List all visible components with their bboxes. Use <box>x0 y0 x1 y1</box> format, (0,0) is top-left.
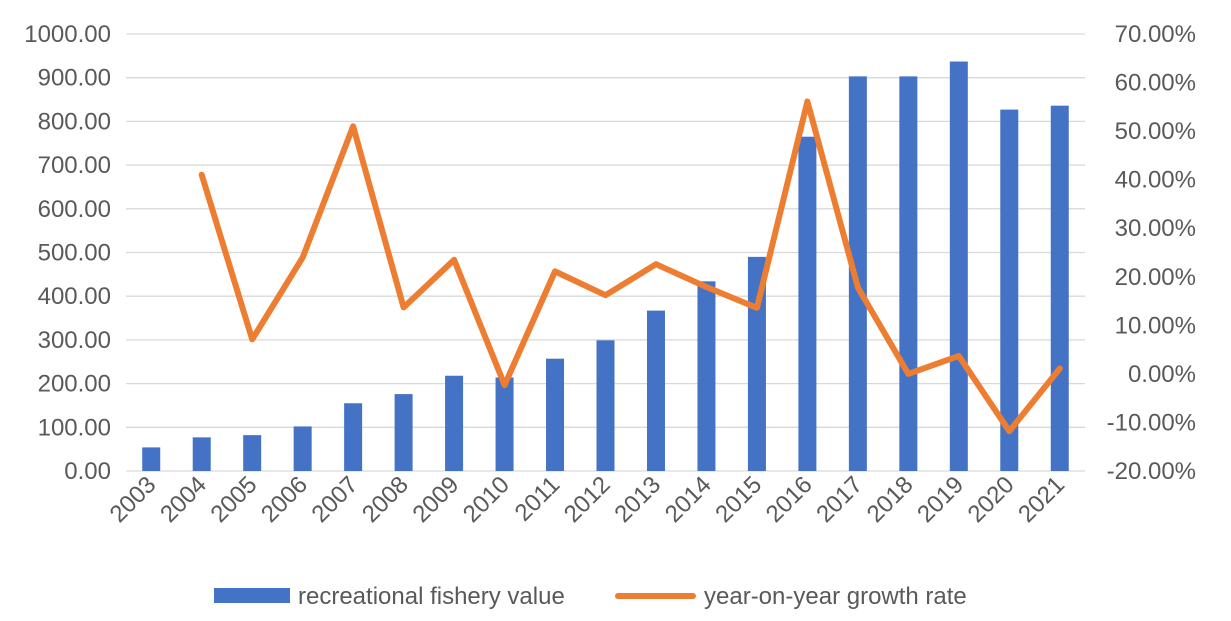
bar-2013 <box>647 311 665 471</box>
left-axis-tick-label: 0.00 <box>64 458 111 485</box>
bar-2016 <box>798 137 816 471</box>
x-axis-tick-label: 2004 <box>155 471 212 528</box>
right-axis-tick-label: -10.00% <box>1107 409 1196 436</box>
left-y-axis: 0.00 100.00 200.00 300.00 400.00 500.00 600.00… <box>24 21 111 485</box>
bar-2011 <box>546 359 564 471</box>
right-axis-tick-label: 50.00% <box>1115 118 1196 145</box>
x-axis-tick-label: 2009 <box>407 471 464 528</box>
right-axis-tick-label: 40.00% <box>1115 167 1196 194</box>
right-y-axis: -20.00% -10.00% 0.00% 10.00% 20.00% 30.00% 40.… <box>1107 21 1196 485</box>
x-axis-tick-label: 2003 <box>105 471 162 528</box>
left-axis-tick-label: 300.00 <box>38 327 111 354</box>
x-axis-tick-label: 2005 <box>206 471 263 528</box>
left-axis-tick-label: 500.00 <box>38 240 111 267</box>
bar-2012 <box>597 340 615 471</box>
left-axis-tick-label: 1000.00 <box>24 21 111 48</box>
left-axis-tick-label: 400.00 <box>38 283 111 310</box>
bar-2007 <box>344 403 362 471</box>
left-axis-tick-label: 200.00 <box>38 371 111 398</box>
bar-2021 <box>1051 106 1069 471</box>
x-axis-tick-label: 2016 <box>761 471 818 528</box>
right-axis-tick-label: 30.00% <box>1115 215 1196 242</box>
growth-rate-line <box>202 102 1060 432</box>
right-axis-tick-label: 70.00% <box>1115 21 1196 48</box>
line-series <box>202 101 1060 431</box>
bar-series <box>142 62 1069 471</box>
left-axis-tick-label: 100.00 <box>38 414 111 441</box>
right-axis-tick-label: 0.00% <box>1128 361 1196 388</box>
bar-2005 <box>243 435 261 471</box>
left-axis-tick-label: 800.00 <box>38 108 111 135</box>
x-axis-tick-label: 2013 <box>609 471 666 528</box>
x-axis-tick-label: 2018 <box>862 471 919 528</box>
legend: recreational fishery value year-on-year g… <box>214 583 967 610</box>
bar-2006 <box>294 426 312 471</box>
x-axis-tick-label: 2015 <box>710 471 767 528</box>
x-axis-tick-label: 2006 <box>256 471 313 528</box>
legend-bar-swatch <box>214 588 290 603</box>
bar-2003 <box>142 447 160 471</box>
legend-line-label: year-on-year growth rate <box>704 583 967 610</box>
right-axis-tick-label: 20.00% <box>1115 264 1196 291</box>
right-axis-tick-label: -20.00% <box>1107 458 1196 485</box>
left-axis-tick-label: 900.00 <box>38 65 111 92</box>
x-axis: 2003200420052006200720082009201020112012… <box>105 471 1070 528</box>
legend-bar-label: recreational fishery value <box>298 583 565 610</box>
bar-2014 <box>697 281 715 471</box>
x-axis-tick-label: 2012 <box>559 471 616 528</box>
right-axis-tick-label: 10.00% <box>1115 312 1196 339</box>
left-axis-tick-label: 600.00 <box>38 196 111 223</box>
bar-2018 <box>899 76 917 471</box>
right-axis-tick-label: 60.00% <box>1115 70 1196 97</box>
bar-2010 <box>496 377 514 471</box>
x-axis-tick-label: 2017 <box>811 471 868 528</box>
x-axis-tick-label: 2007 <box>307 471 364 528</box>
x-axis-tick-label: 2020 <box>963 471 1020 528</box>
left-axis-tick-label: 700.00 <box>38 152 111 179</box>
x-axis-tick-label: 2019 <box>912 471 969 528</box>
x-axis-tick-label: 2021 <box>1013 471 1070 528</box>
bar-2008 <box>395 394 413 471</box>
bar-2019 <box>950 62 968 471</box>
x-axis-tick-label: 2014 <box>660 471 717 528</box>
x-axis-tick-label: 2011 <box>510 471 566 527</box>
x-axis-tick-label: 2010 <box>458 471 515 528</box>
bar-2009 <box>445 376 463 471</box>
x-axis-tick-label: 2008 <box>357 471 414 528</box>
bar-2004 <box>193 437 211 471</box>
